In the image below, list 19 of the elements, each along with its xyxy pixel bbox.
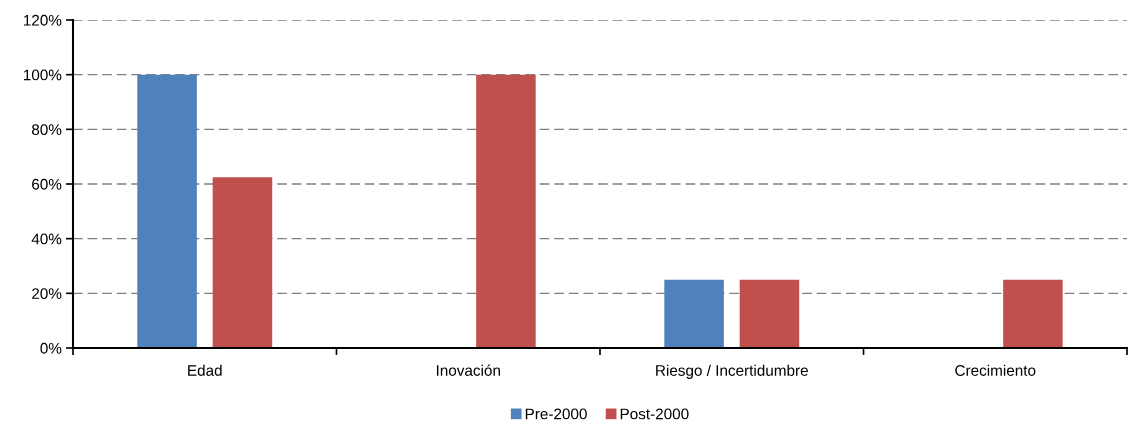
x-tick-label: Riesgo / Incertidumbre xyxy=(656,364,808,379)
y-tick-label: 0% xyxy=(40,342,62,354)
bar xyxy=(1003,279,1063,348)
bar xyxy=(137,74,197,348)
y-tick-label: 20% xyxy=(32,288,62,300)
y-tick-label: 100% xyxy=(23,69,62,81)
legend-label: Pre-2000 xyxy=(525,408,587,420)
x-tick-label: Crecimiento xyxy=(955,364,1036,376)
legend-label: Post-2000 xyxy=(620,408,689,420)
x-tick-label: Inovación xyxy=(436,364,500,376)
bar xyxy=(476,74,536,348)
bar xyxy=(739,279,800,348)
y-tick-label: 60% xyxy=(32,178,62,190)
bar xyxy=(664,279,724,348)
y-tick-label: 80% xyxy=(31,124,62,136)
y-tick-label: 40% xyxy=(31,233,62,245)
x-tick-label: Edad xyxy=(188,364,222,376)
y-tick-label: 120% xyxy=(23,14,62,26)
bar xyxy=(212,177,273,348)
